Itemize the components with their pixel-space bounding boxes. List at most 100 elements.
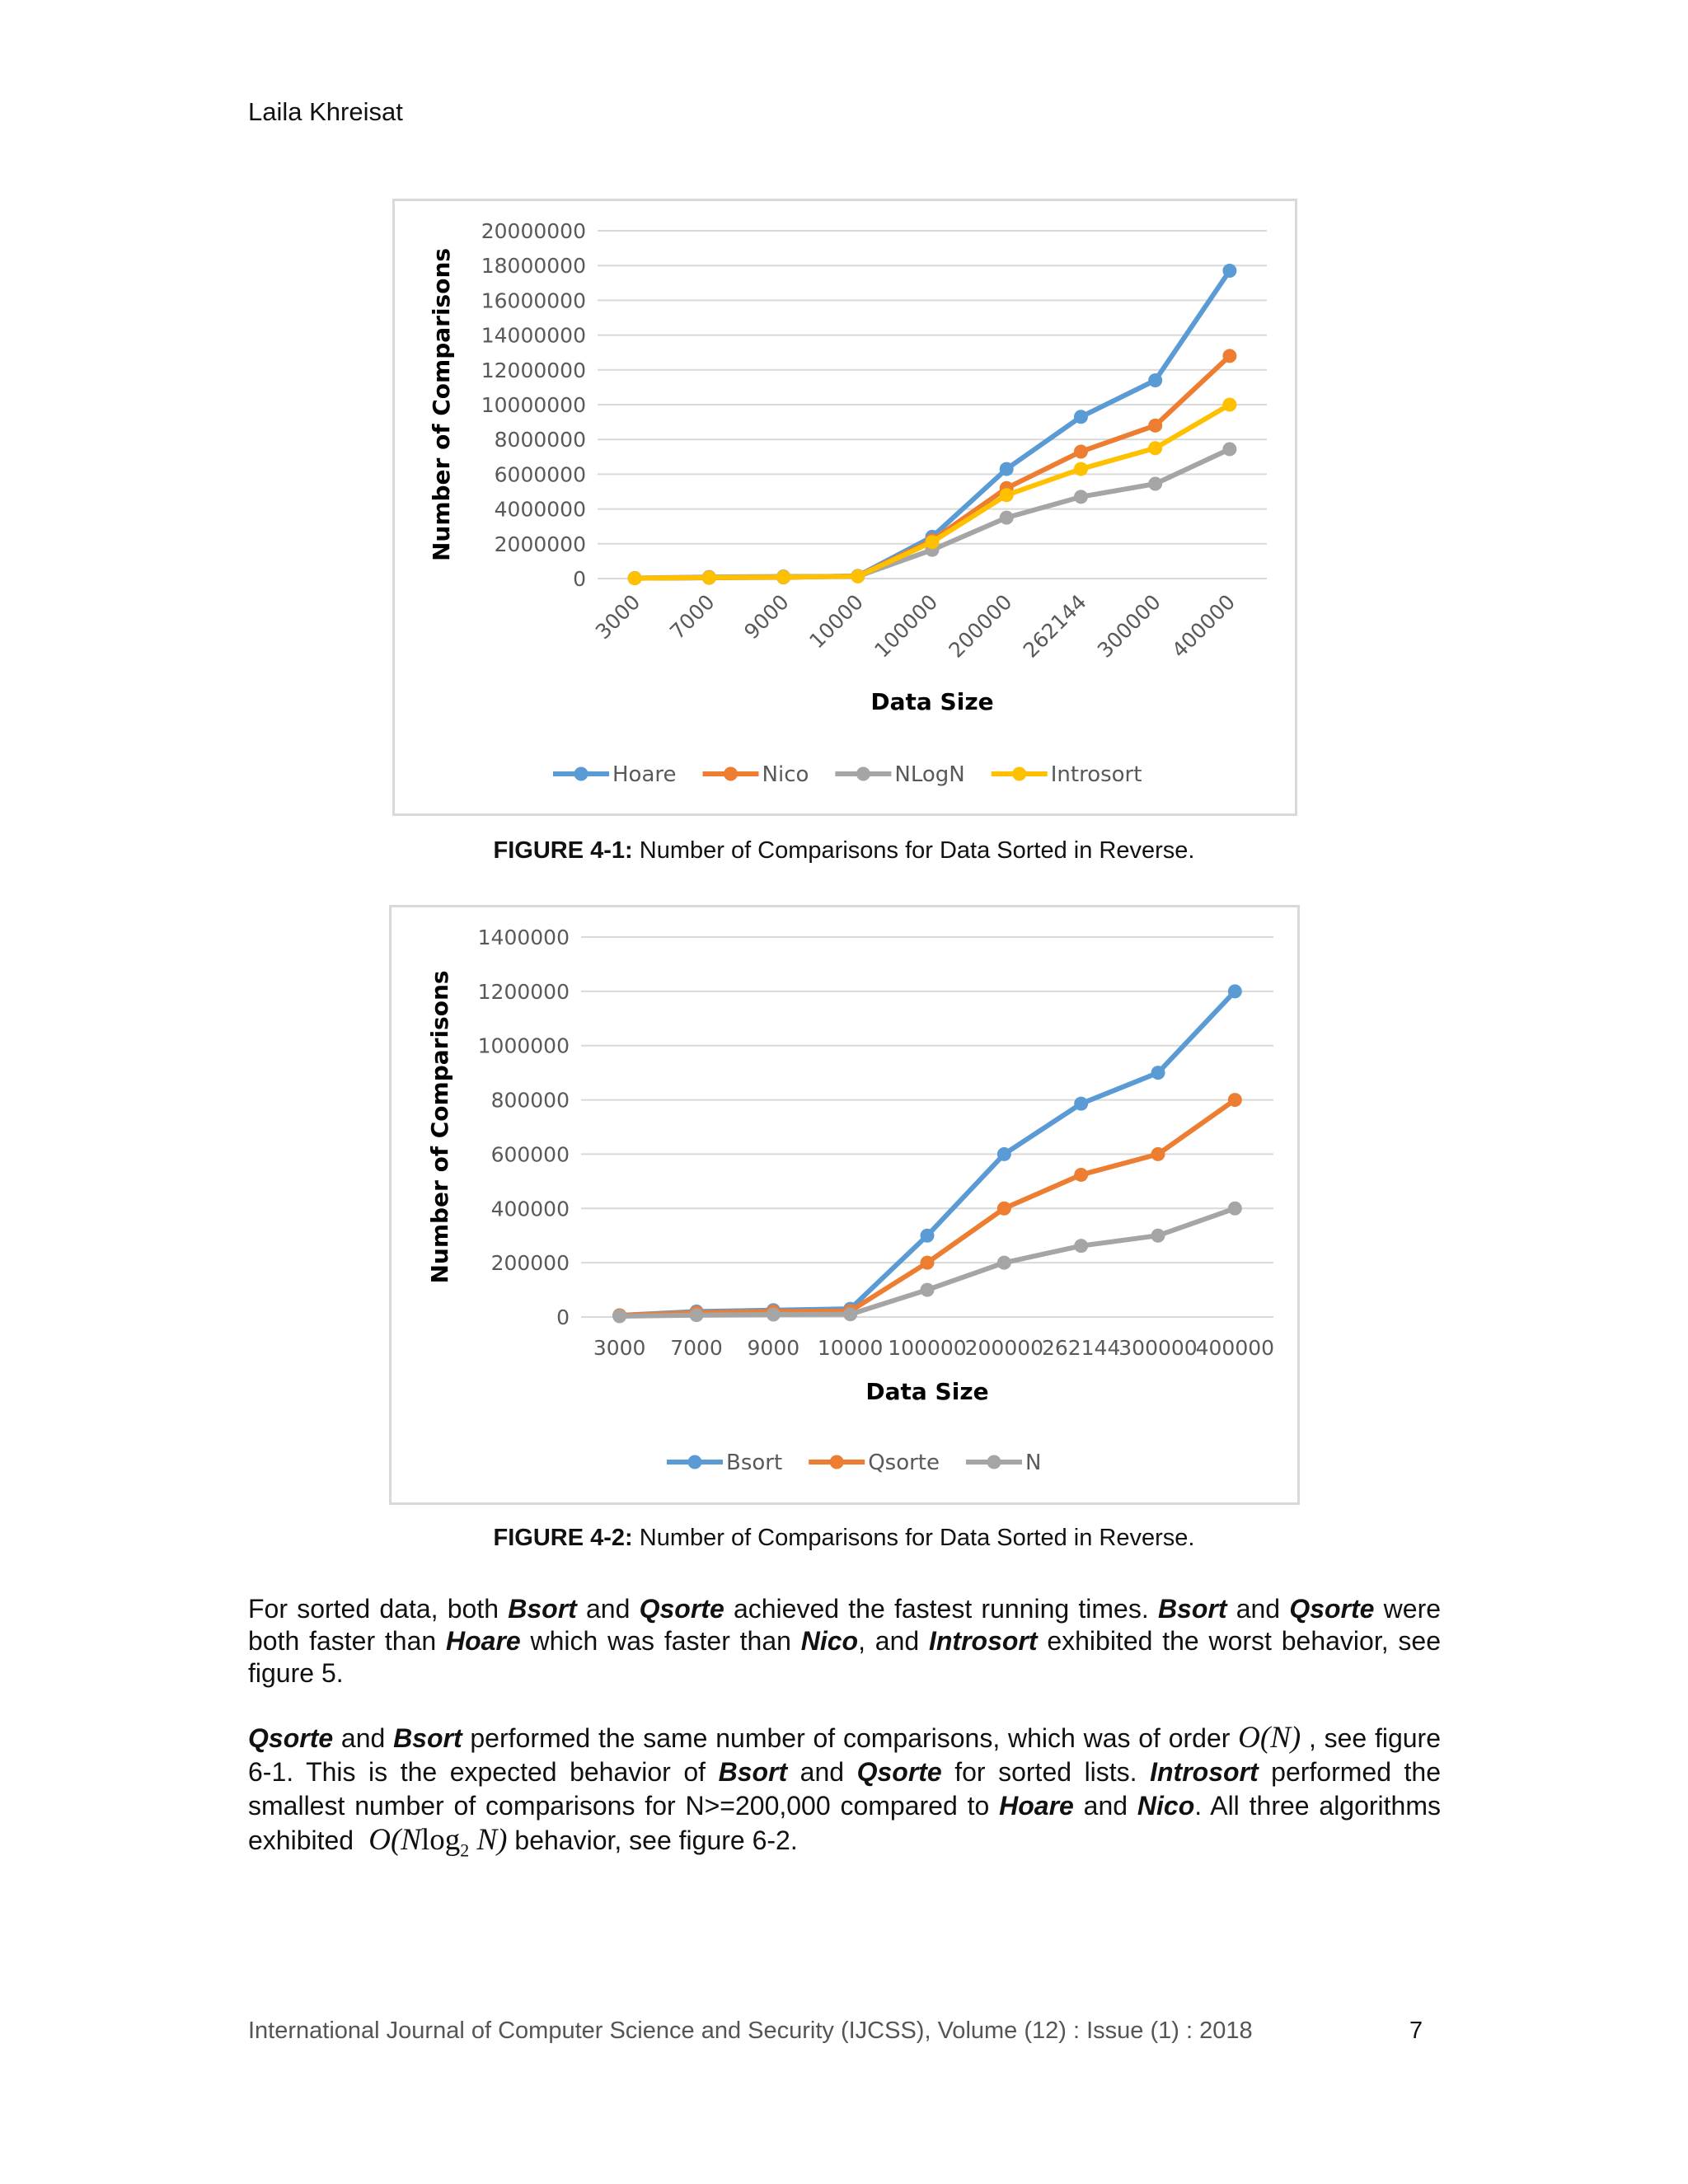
p2-text: behavior, see figure 6-2. (507, 1825, 798, 1855)
data-point-introsort (851, 569, 865, 583)
p2-text: and (333, 1723, 394, 1753)
p1-bold-hoare: Hoare (446, 1626, 521, 1656)
p1-text: were both faster than (248, 1594, 1442, 1656)
data-point-hoare (1148, 373, 1163, 387)
p2-text: . All three algorithms exhibited (248, 1791, 1442, 1855)
data-point-qsorte (1227, 1093, 1242, 1108)
p2-text: and (1073, 1791, 1137, 1821)
data-point-introsort (627, 571, 642, 586)
data-point-qsorte (996, 1201, 1011, 1216)
x-tick-label: 100000 (870, 590, 942, 663)
p2-bold-hoare: Hoare (999, 1791, 1074, 1821)
y-tick-label: 0 (556, 1305, 570, 1329)
data-point-n (766, 1307, 781, 1322)
y-tick-label: 400000 (491, 1197, 570, 1221)
p1-text: , and (858, 1626, 929, 1656)
y-tick-label: 1000000 (478, 1034, 570, 1058)
p2-text: performed the same number of comparisons… (462, 1723, 1239, 1753)
legend-swatch-marker (987, 1455, 1001, 1469)
p2-text: performed the smallest number of compari… (248, 1757, 1442, 1821)
data-point-hoare (1073, 410, 1088, 424)
p1-bold-qsorte: Qsorte (1289, 1594, 1375, 1624)
p2-bold-introsort: Introsort (1150, 1757, 1259, 1787)
journal-footer: International Journal of Computer Scienc… (248, 2018, 1253, 2044)
figure-4-2-chart: 1400000 1200000 1000000 800000 600000 400000 2… (389, 905, 1300, 1505)
y-tick-label: 14000000 (481, 324, 586, 348)
page-number: 7 (1409, 2018, 1423, 2044)
data-point-n (996, 1255, 1011, 1270)
p1-text: For sorted data, both (248, 1594, 509, 1624)
legend-swatch-marker (724, 766, 738, 781)
x-tick-label: 200000 (944, 590, 1016, 663)
x-axis-title: Data Size (865, 1378, 988, 1405)
data-point-nico (1073, 444, 1088, 459)
y-tick-label: 16000000 (481, 288, 586, 312)
y-tick-label: 20000000 (481, 219, 586, 243)
data-point-n (1074, 1239, 1089, 1254)
x-tick-label: 262144 (1042, 1336, 1120, 1360)
legend-label: Introsort (1051, 762, 1142, 787)
data-point-nlogn (1222, 442, 1237, 457)
x-tick-label: 3000 (593, 1336, 646, 1360)
data-point-n (612, 1309, 627, 1324)
p2-text: for sorted lists. (941, 1757, 1151, 1787)
p1-text: exhibited the worst behavior, see figure… (248, 1626, 1442, 1688)
data-point-n (1151, 1228, 1165, 1243)
legend-label: Qsorte (868, 1451, 940, 1475)
legend-label: Bsort (726, 1451, 782, 1475)
figure-4-1-caption-label: FIGURE 4-1: (493, 837, 633, 864)
figure-4-1-svg: 2000000018000000160000001400000012000000… (428, 219, 1267, 787)
legend-swatch-marker (574, 766, 588, 781)
figure-4-2-caption-text: Number of Comparisons for Data Sorted in… (632, 1525, 1195, 1551)
data-point-n (843, 1307, 858, 1322)
p2-text: , see figure 6-1. This is the expected b… (248, 1723, 1442, 1787)
y-tick-label: 8000000 (495, 428, 586, 452)
data-point-bsort (996, 1146, 1011, 1161)
series-line-nlogn (635, 447, 1231, 581)
y-axis-title: Number of Comparisons (428, 248, 455, 561)
p2-bold-bsort: Bsort (393, 1723, 462, 1753)
paragraph-2: Qsorte and Bsort performed the same numb… (248, 1721, 1441, 1867)
data-point-nlogn (1073, 490, 1088, 504)
author-header: Laila Khreisat (248, 97, 403, 126)
figure-4-1-chart: 20000000 18000000 16000000 14000000 12000000… (392, 199, 1297, 816)
y-axis-title: Number of Comparisons (426, 970, 453, 1283)
math-part: O(N (368, 1823, 421, 1857)
data-point-qsorte (1151, 1146, 1165, 1161)
paragraph-1: For sorted data, both Bsort and Qsorte a… (248, 1593, 1441, 1690)
data-point-nlogn (999, 510, 1014, 525)
data-point-n (920, 1282, 935, 1297)
math-o-n: O(N) (1238, 1721, 1301, 1755)
math-subscript: 2 (460, 1840, 470, 1861)
data-point-n (689, 1308, 704, 1323)
x-tick-label: 400000 (1167, 590, 1240, 663)
p2-bold-nico: Nico (1137, 1791, 1195, 1821)
legend-swatch-marker (856, 766, 870, 781)
legend-label: N (1025, 1451, 1041, 1475)
legend-label: Nico (762, 762, 809, 787)
p1-text: and (576, 1594, 640, 1624)
p2-bold-qsorte: Qsorte (248, 1723, 334, 1753)
p1-text: which was faster than (520, 1626, 801, 1656)
data-point-bsort (1151, 1066, 1165, 1080)
p2-bold-qsorte: Qsorte (856, 1757, 942, 1787)
legend-swatch-marker (1012, 766, 1027, 781)
x-tick-label: 100000 (888, 1336, 966, 1360)
legend-swatch-marker (687, 1455, 702, 1469)
p1-text: and (1226, 1594, 1290, 1624)
x-tick-label: 200000 (965, 1336, 1043, 1360)
x-tick-label: 3000 (591, 590, 645, 644)
p2-bold-bsort: Bsort (718, 1757, 788, 1787)
y-tick-label: 6000000 (495, 462, 586, 486)
legend-label: Hoare (612, 762, 677, 787)
p1-bold-nico: Nico (800, 1626, 859, 1656)
x-tick-label: 262144 (1019, 590, 1091, 663)
y-tick-label: 10000000 (481, 393, 586, 417)
x-axis-title: Data Size (870, 688, 993, 715)
x-tick-label: 7000 (665, 590, 719, 644)
y-tick-label: 4000000 (495, 498, 586, 522)
y-tick-label: 0 (573, 567, 586, 591)
data-point-introsort (1073, 462, 1088, 476)
figure-4-2-caption-label: FIGURE 4-2: (493, 1525, 633, 1551)
data-point-n (1227, 1201, 1242, 1216)
